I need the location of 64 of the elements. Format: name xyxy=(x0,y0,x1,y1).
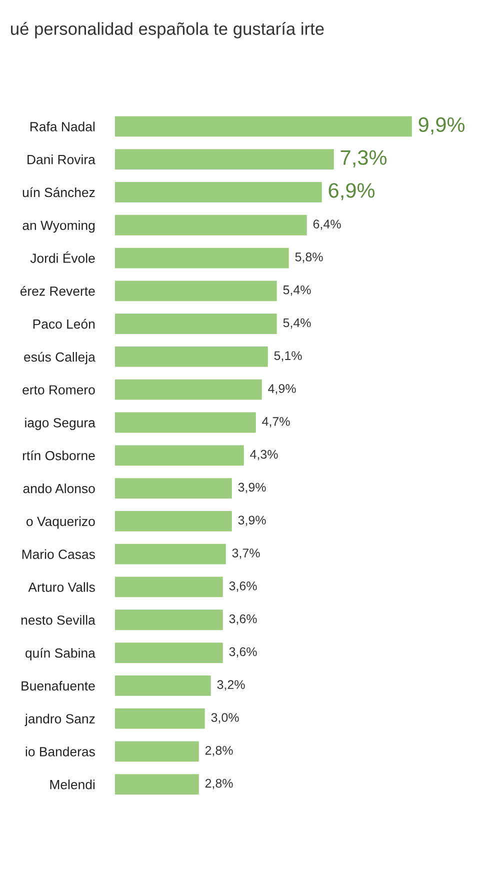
data-label: 7,3% xyxy=(340,150,387,168)
y-tick-label: Paco León xyxy=(33,318,95,329)
data-label: 5,8% xyxy=(295,252,323,263)
bar xyxy=(114,478,232,498)
y-tick-label: Melendi xyxy=(50,780,95,790)
data-label: 4,9% xyxy=(268,384,296,394)
bar xyxy=(114,774,199,795)
y-tick-label: ando Alonso xyxy=(23,484,95,494)
y-tick-label: rtín Osborne xyxy=(22,450,95,460)
data-label: 3,6% xyxy=(229,614,257,625)
y-tick-label: nesto Sevilla xyxy=(21,615,96,625)
bar xyxy=(114,149,334,170)
bar xyxy=(114,412,256,433)
bar xyxy=(114,544,226,564)
data-label: 5,4% xyxy=(283,285,311,296)
bar xyxy=(114,445,244,466)
bar xyxy=(114,379,262,400)
bar xyxy=(114,642,223,663)
y-tick-label: erto Romero xyxy=(22,385,95,395)
data-label: 2,8% xyxy=(205,746,233,756)
bar xyxy=(114,675,211,696)
bar xyxy=(114,576,223,598)
y-tick-label: Dani Rovira xyxy=(28,154,96,164)
y-tick-label: o Vaquerizo xyxy=(26,516,95,529)
y-tick-label: esús Calleja xyxy=(24,352,96,364)
data-label: 6,4% xyxy=(313,220,341,230)
data-label: 3,9% xyxy=(238,516,266,526)
y-tick-label: érez Reverte xyxy=(20,286,95,296)
data-label: 3,9% xyxy=(238,482,266,494)
data-label: 5,4% xyxy=(283,318,311,329)
y-tick-label: quín Sabina xyxy=(26,648,96,660)
y-tick-label: Rafa Nadal xyxy=(30,122,95,132)
bar xyxy=(114,346,268,367)
data-label: 3,0% xyxy=(211,713,239,724)
y-tick-label: io Banderas xyxy=(26,746,95,756)
y-tick-label: an Wyoming xyxy=(22,220,95,233)
bar xyxy=(114,741,199,762)
data-label: 3,7% xyxy=(232,548,260,559)
bar xyxy=(114,610,223,630)
bar xyxy=(114,314,277,334)
y-tick-label: jandro Sanz xyxy=(24,714,95,726)
data-label: 3,6% xyxy=(229,647,257,658)
y-tick-label: iago Segura xyxy=(25,418,96,430)
data-label: 4,7% xyxy=(262,417,290,428)
data-label: 2,8% xyxy=(205,778,233,790)
bar xyxy=(114,708,205,729)
bar xyxy=(114,248,289,268)
data-label: 3,6% xyxy=(229,581,257,592)
data-label: 4,3% xyxy=(250,450,278,460)
y-tick-label: Buenafuente xyxy=(22,680,95,691)
bar xyxy=(114,116,412,137)
y-tick-label: Mario Casas xyxy=(22,549,95,559)
bar xyxy=(114,510,232,532)
bar xyxy=(114,280,277,302)
data-label: 6,9% xyxy=(328,183,375,200)
y-tick-label: Arturo Valls xyxy=(28,582,95,592)
bar xyxy=(114,182,322,202)
y-tick-label: uín Sánchez xyxy=(22,187,95,198)
bar xyxy=(114,214,307,236)
y-tick-label: Jordi Évole xyxy=(30,251,95,263)
data-label: 3,2% xyxy=(217,680,245,690)
data-label: 5,1% xyxy=(274,351,302,362)
data-label: 9,9% xyxy=(418,117,465,134)
chart-title: ué personalidad española te gustaría irte xyxy=(11,22,324,38)
